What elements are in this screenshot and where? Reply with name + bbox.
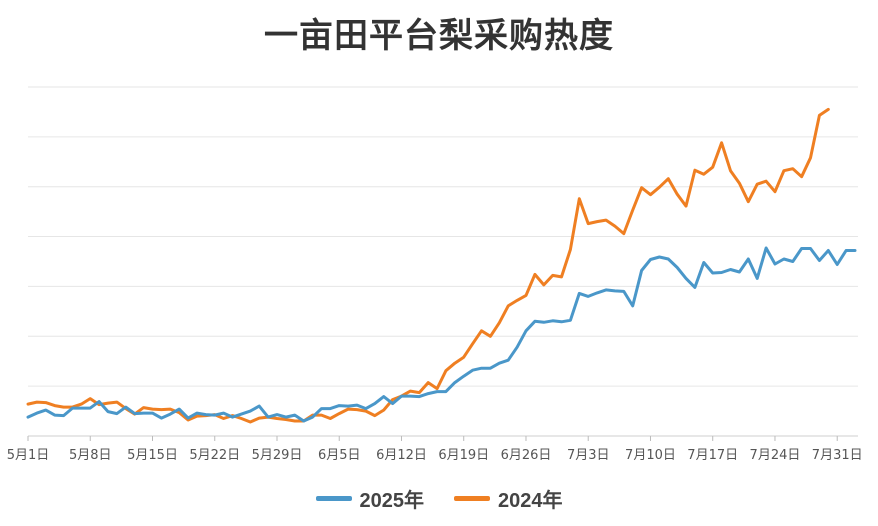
x-tick-label-2: 5月15日 (127, 448, 178, 463)
x-tick-label-7: 6月19日 (438, 448, 489, 463)
x-tick-label-10: 7月10日 (625, 448, 676, 463)
legend: 2025年 2024年 (0, 484, 878, 513)
x-tick-label-0: 5月1日 (7, 448, 50, 463)
series-line-0 (26, 246, 857, 423)
x-tick-label-11: 7月17日 (687, 448, 738, 463)
x-axis: 5月1日 5月8日 5月15日 5月22日 5月29日 6月5日 6月12日 6月19日 6月2… (7, 436, 863, 463)
legend-swatch-2025 (315, 496, 352, 501)
legend-label-2025: 2025年 (359, 490, 425, 512)
x-tick-label-13: 7月31日 (812, 448, 863, 463)
x-tick-label-8: 6月26日 (501, 448, 552, 463)
x-tick-label-12: 7月24日 (750, 448, 801, 463)
x-tick-label-5: 6月5日 (318, 448, 361, 463)
x-tick-label-1: 5月8日 (69, 448, 112, 463)
x-tick-label-3: 5月22日 (189, 448, 240, 463)
series-line-1 (26, 107, 830, 424)
legend-item-2024: 2024年 (454, 484, 563, 513)
legend-label-2024: 2024年 (498, 490, 563, 512)
x-tick-label-9: 7月3日 (567, 448, 610, 463)
x-tick-label-6: 6月12日 (376, 448, 427, 463)
series-lines (26, 107, 857, 424)
gridlines (28, 86, 858, 437)
legend-swatch-2024 (454, 496, 490, 501)
x-tick-label-4: 5月29日 (252, 448, 303, 463)
legend-item-2025: 2025年 (315, 484, 425, 513)
chart-title: 一亩田平台梨采购热度 (264, 16, 614, 56)
